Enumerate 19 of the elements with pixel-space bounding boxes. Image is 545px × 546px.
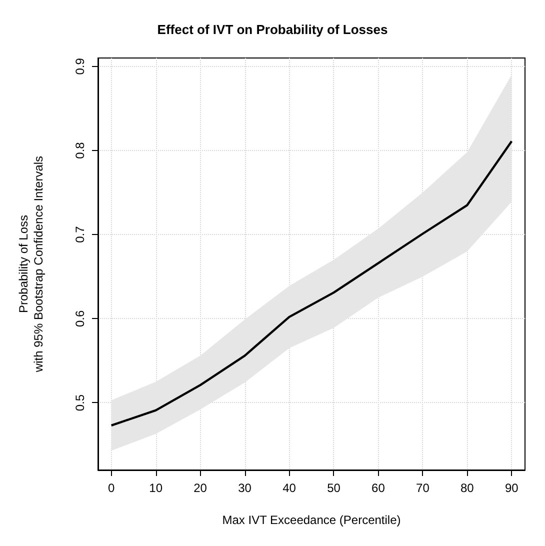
x-axis-title: Max IVT Exceedance (Percentile) [222, 513, 401, 527]
x-tick-label: 10 [149, 481, 163, 495]
y-axis-title: Probability of Loss with 95% Bootstrap Confidence Intervals [16, 156, 46, 374]
y-tick-label: 0.5 [73, 394, 87, 412]
x-tick-label: 40 [282, 481, 296, 495]
x-tick-label: 0 [108, 481, 115, 495]
chart-title: Effect of IVT on Probability of Losses [157, 22, 388, 37]
x-tick-label: 30 [238, 481, 252, 495]
line-series [110, 140, 513, 427]
y-tick-label: 0.8 [73, 142, 87, 159]
x-tick-label: 50 [327, 481, 341, 495]
x-tick-label: 80 [460, 481, 474, 495]
x-tick-label: 20 [194, 481, 208, 495]
y-tick-label: 0.6 [73, 310, 87, 327]
x-tick-label: 70 [416, 481, 430, 495]
x-tick-label: 60 [372, 481, 386, 495]
x-tick-label: 90 [504, 481, 519, 495]
y-tick-label: 0.7 [73, 226, 87, 243]
y-tick-label: 0.9 [73, 58, 87, 75]
